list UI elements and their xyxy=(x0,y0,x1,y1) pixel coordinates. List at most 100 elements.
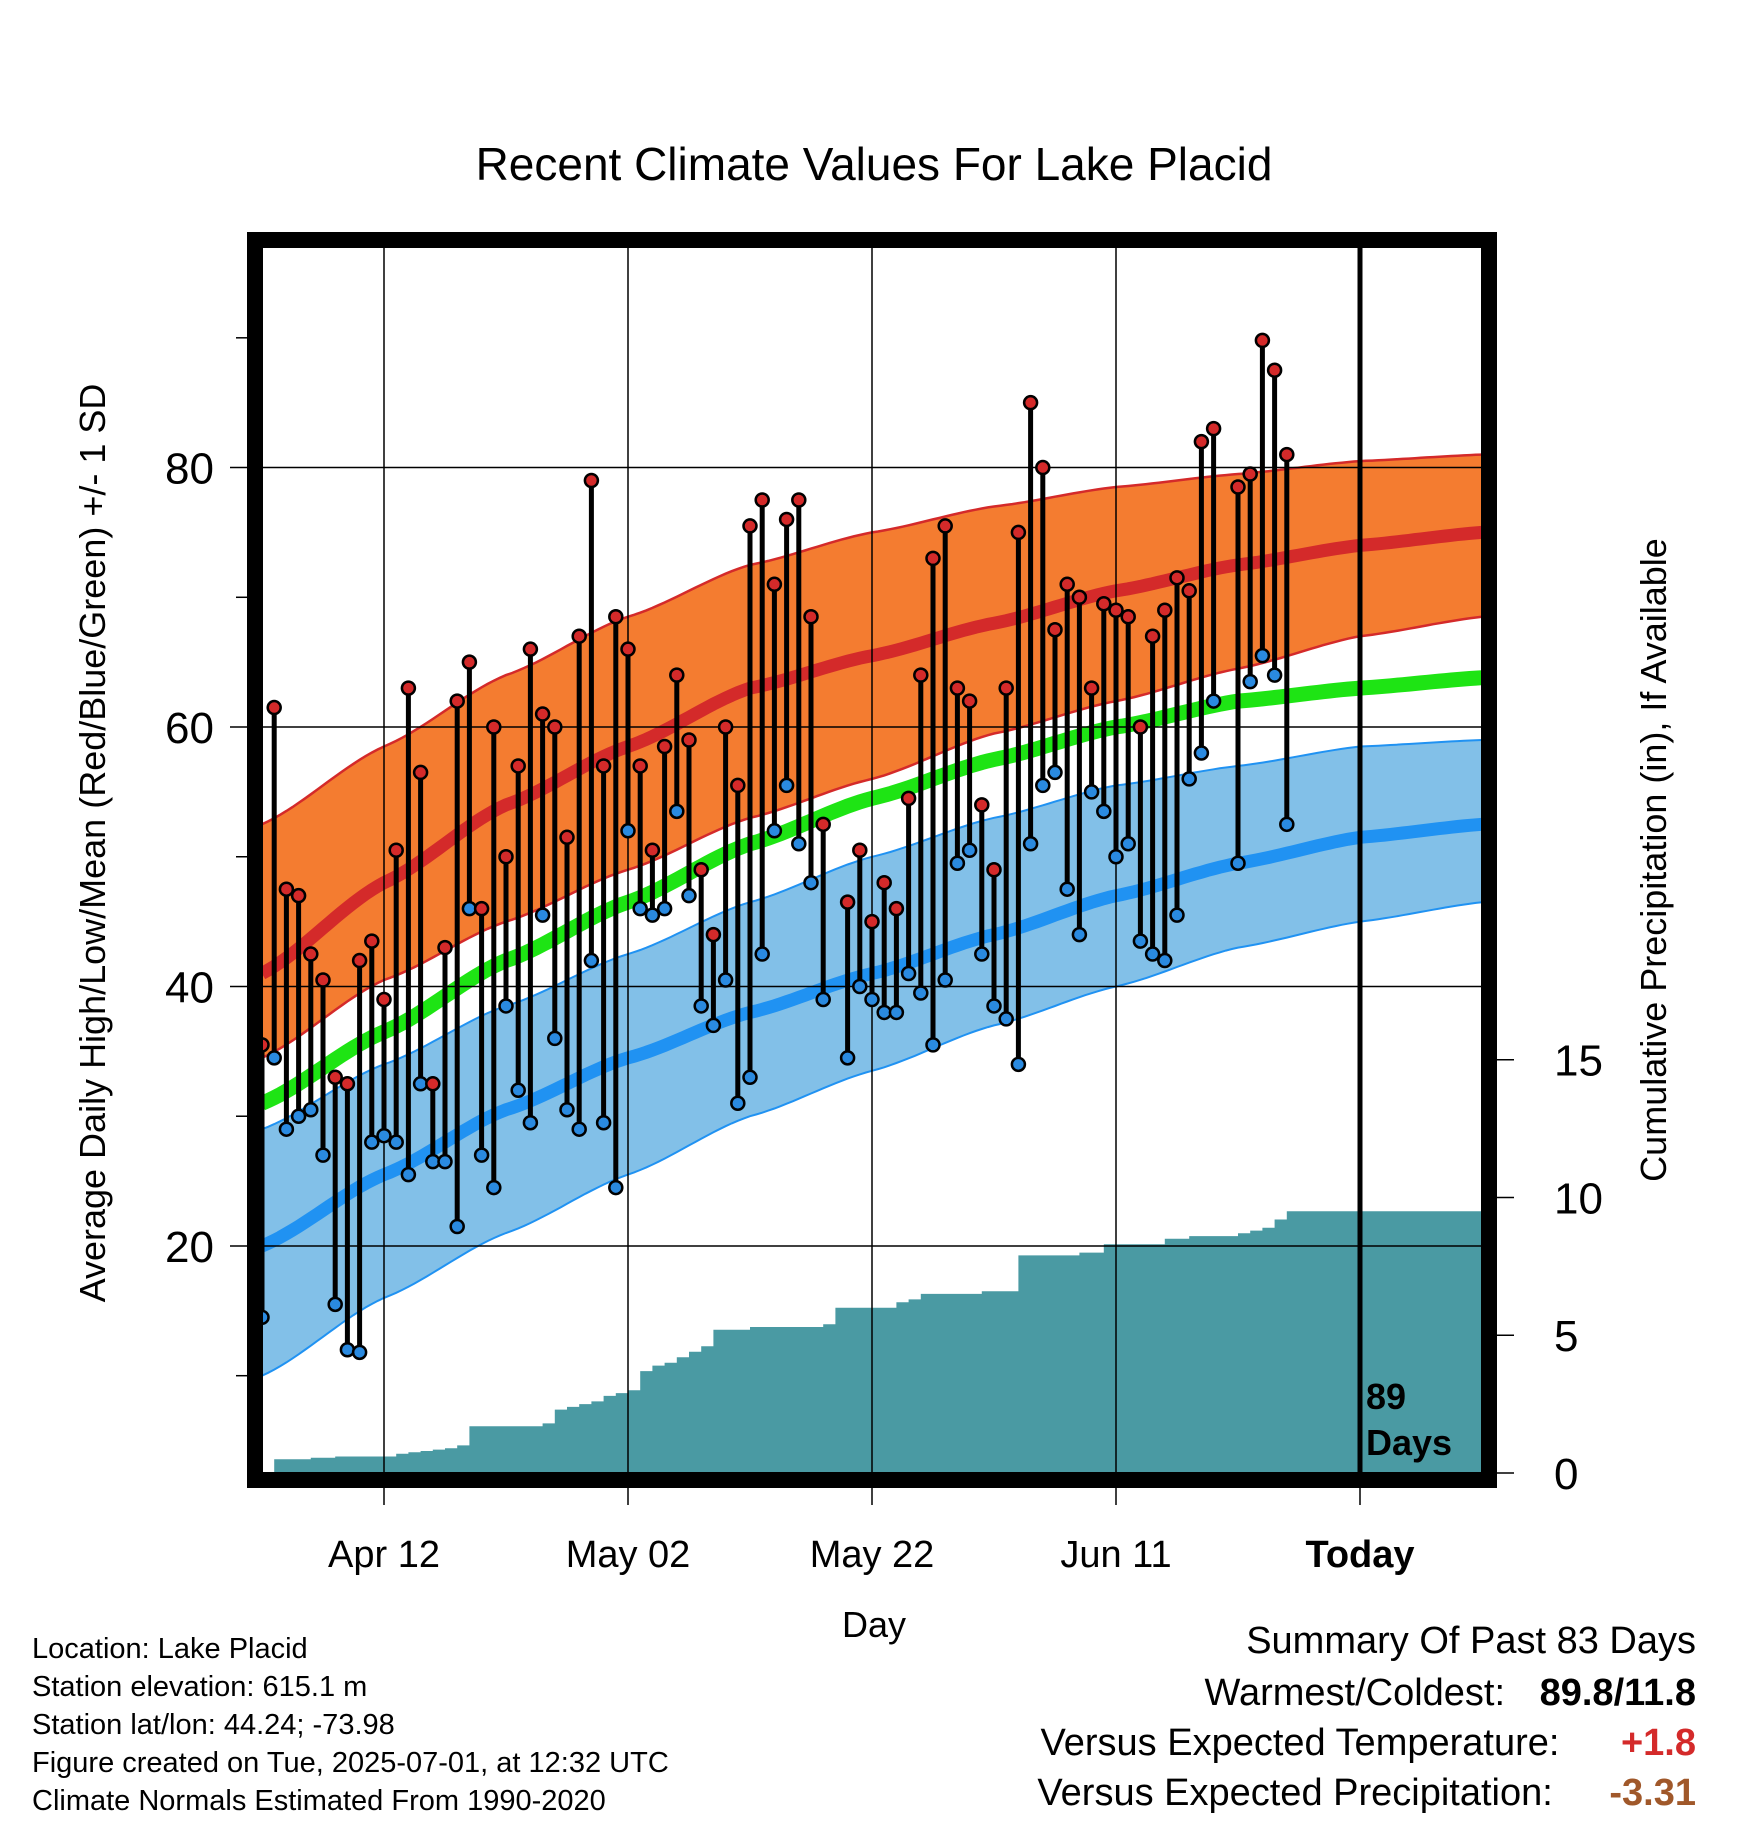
daily-high-point xyxy=(1266,362,1283,378)
meta-latlon: Station lat/lon: 44.24; -73.98 xyxy=(32,1709,395,1741)
daily-low-point xyxy=(510,1082,526,1099)
daily-high-point xyxy=(437,939,453,956)
summary-precip-row: Versus Expected Precipitation: -3.31 xyxy=(1037,1772,1696,1815)
station-metadata: Location: Lake Placid Station elevation:… xyxy=(32,1630,669,1820)
daily-high-point xyxy=(1279,446,1295,463)
y2-tick-label: 15 xyxy=(1554,1037,1603,1086)
daily-high-point xyxy=(1144,628,1161,644)
daily-low-point xyxy=(656,900,673,917)
daily-high-point xyxy=(925,550,941,567)
summary-panel: Summary Of Past 83 Days Warmest/Coldest:… xyxy=(796,1620,1696,1820)
daily-low-point xyxy=(266,1050,282,1066)
daily-high-point xyxy=(1254,332,1271,349)
daily-low-point xyxy=(486,1179,502,1196)
daily-low-point xyxy=(766,823,783,839)
daily-high-point xyxy=(656,738,673,755)
daily-high-point xyxy=(583,472,600,489)
daily-low-point xyxy=(791,836,807,852)
daily-high-point xyxy=(1096,596,1112,612)
y-tick-label: 60 xyxy=(165,704,214,753)
precip-vs-expected-label: Versus Expected Precipitation: xyxy=(1037,1772,1553,1814)
daily-low-point xyxy=(705,1017,722,1034)
daily-low-point xyxy=(1181,771,1197,787)
daily-low-point xyxy=(1071,926,1088,943)
temp-vs-expected-label: Versus Expected Temperature: xyxy=(1040,1722,1560,1764)
daily-low-point xyxy=(473,1147,490,1163)
daily-low-point xyxy=(1010,1056,1027,1073)
daily-high-point xyxy=(876,874,892,891)
daily-high-point xyxy=(1047,621,1063,638)
daily-high-point xyxy=(1157,602,1173,619)
daily-low-point xyxy=(1279,816,1295,833)
daily-high-point xyxy=(461,654,478,670)
daily-high-point xyxy=(1083,680,1100,696)
today-days-annotation: Days xyxy=(1366,1422,1452,1463)
x-tick-label: Jun 11 xyxy=(1060,1534,1171,1576)
daily-low-point xyxy=(620,823,636,839)
y2-tick-label: 5 xyxy=(1554,1312,1578,1361)
daily-low-point xyxy=(778,777,795,794)
daily-low-point xyxy=(290,1108,307,1124)
daily-high-point xyxy=(1022,394,1039,411)
daily-low-point xyxy=(864,991,880,1008)
axis-layer: 20 40 60 80 0 5 10 15 Apr 12 May 02 May 22 Jun 11 To… xyxy=(165,232,1603,1576)
meta-normals: Climate Normals Estimated From 1990-2020 xyxy=(32,1785,606,1817)
daily-high-point xyxy=(1205,420,1222,437)
daily-high-point xyxy=(498,849,514,865)
daily-high-point xyxy=(327,1069,343,1086)
daily-low-point xyxy=(400,1166,417,1183)
daily-low-point xyxy=(315,1147,331,1163)
daily-low-point xyxy=(522,1114,539,1131)
daily-low-point xyxy=(949,855,966,871)
daily-low-point xyxy=(937,972,953,988)
observations-layer xyxy=(254,332,1295,1361)
daily-high-point xyxy=(766,576,783,593)
daily-high-point xyxy=(608,608,624,625)
daily-low-point xyxy=(1132,933,1149,949)
daily-high-point xyxy=(839,894,856,910)
summary-title: Summary Of Past 83 Days xyxy=(1246,1620,1696,1662)
daily-high-point xyxy=(961,693,978,709)
daily-low-point xyxy=(437,1153,453,1170)
warmest-coldest-label: Warmest/Coldest: xyxy=(1204,1672,1506,1714)
daily-low-point xyxy=(351,1344,368,1361)
daily-low-point xyxy=(669,803,685,820)
daily-high-point xyxy=(266,699,282,716)
summary-temp-row: Versus Expected Temperature: +1.8 xyxy=(1041,1722,1696,1765)
daily-high-point xyxy=(937,518,953,534)
daily-low-point xyxy=(547,1030,563,1047)
daily-high-point xyxy=(449,693,465,709)
daily-low-point xyxy=(742,1069,758,1086)
daily-high-point xyxy=(522,641,539,657)
daily-high-point xyxy=(888,900,905,917)
daily-high-point xyxy=(339,1076,356,1092)
precip-vs-expected-value: -3.31 xyxy=(1609,1772,1696,1814)
daily-high-point xyxy=(864,913,880,930)
daily-low-point xyxy=(1266,667,1283,683)
daily-high-point xyxy=(1059,576,1075,593)
meta-location: Location: Lake Placid xyxy=(32,1633,308,1665)
daily-high-point xyxy=(1193,433,1210,450)
plot-frame xyxy=(247,232,1497,1488)
daily-high-point xyxy=(705,926,722,943)
daily-high-point xyxy=(1108,602,1124,619)
daily-low-point xyxy=(1047,764,1063,781)
y2-tick-label: 10 xyxy=(1554,1174,1603,1223)
daily-low-point xyxy=(278,1121,295,1137)
daily-low-point xyxy=(717,972,734,988)
daily-high-point xyxy=(315,972,331,988)
daily-low-point xyxy=(961,842,978,859)
daily-high-point xyxy=(949,680,966,696)
x-tick-label: Apr 12 xyxy=(328,1534,440,1576)
daily-low-point xyxy=(852,978,868,995)
daily-high-point xyxy=(364,933,380,949)
daily-high-point xyxy=(388,842,404,859)
summary-warmest-coldest-row: Warmest/Coldest: 89.8/11.8 xyxy=(1204,1672,1696,1715)
daily-low-point xyxy=(1254,647,1271,664)
daily-high-point xyxy=(693,861,709,878)
y-tick-label: 80 xyxy=(165,445,214,494)
daily-high-point xyxy=(717,719,734,735)
daily-high-point xyxy=(1010,524,1027,541)
daily-high-point xyxy=(791,492,807,508)
daily-low-point xyxy=(376,1127,392,1144)
